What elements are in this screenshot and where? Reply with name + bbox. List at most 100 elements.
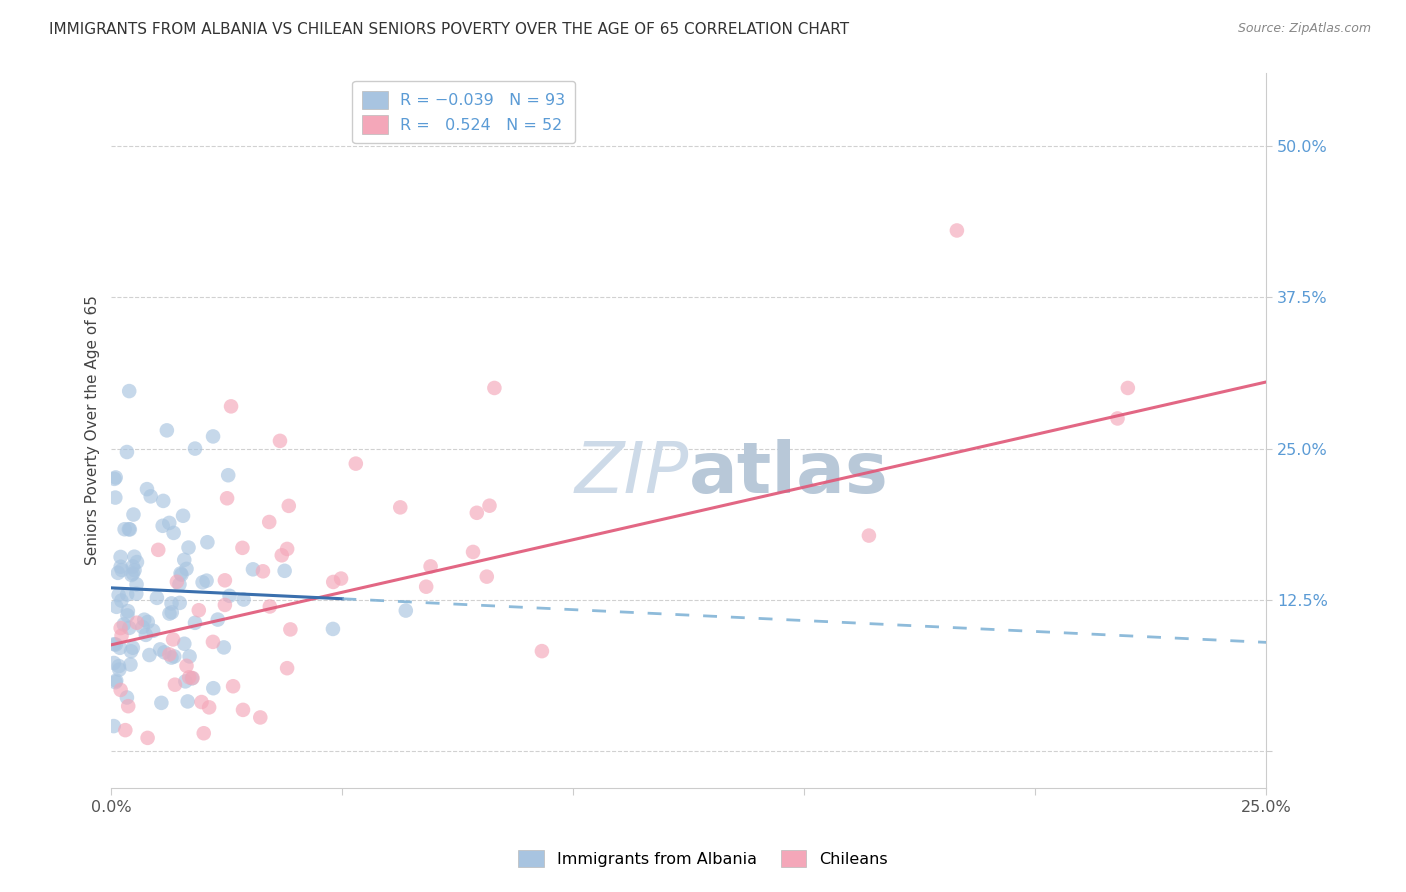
Point (530, 644, 553, 658)
Point (121, 559, 143, 574)
Point (195, 574, 218, 588)
Point (120, 644, 142, 658)
Point (121, 640, 143, 655)
Point (103, 719, 125, 733)
Point (475, 569, 498, 583)
Point (207, 613, 229, 627)
Point (277, 499, 299, 513)
Point (1107, 411, 1129, 425)
Point (122, 508, 145, 522)
Point (193, 726, 215, 740)
Point (115, 587, 138, 601)
Point (179, 649, 201, 664)
Point (105, 599, 128, 614)
Point (214, 574, 236, 588)
Point (170, 567, 193, 582)
Point (136, 731, 159, 745)
Point (217, 491, 239, 506)
Point (150, 696, 173, 710)
Point (280, 623, 302, 637)
Point (125, 555, 148, 569)
Point (112, 617, 135, 632)
Point (136, 482, 159, 496)
Point (322, 622, 344, 636)
Point (110, 559, 132, 574)
Legend: Immigrants from Albania, Chileans: Immigrants from Albania, Chileans (512, 844, 894, 873)
Point (160, 596, 183, 610)
Text: Source: ZipAtlas.com: Source: ZipAtlas.com (1237, 22, 1371, 36)
Point (115, 445, 138, 459)
Point (232, 703, 254, 717)
Point (946, 223, 969, 237)
Point (330, 572, 353, 586)
Point (153, 645, 176, 659)
Point (139, 489, 162, 503)
Point (212, 640, 235, 655)
Point (160, 605, 183, 619)
Point (179, 670, 201, 684)
Point (219, 400, 242, 414)
Point (110, 629, 132, 643)
Point (344, 457, 367, 471)
Point (190, 695, 212, 709)
Point (103, 656, 125, 670)
Point (461, 545, 484, 559)
Point (104, 470, 127, 484)
Point (115, 690, 138, 705)
Point (160, 650, 183, 665)
Point (134, 613, 156, 627)
Point (222, 679, 245, 693)
Point (157, 648, 180, 662)
Y-axis label: Seniors Poverty Over the Age of 65: Seniors Poverty Over the Age of 65 (86, 295, 100, 566)
Point (162, 525, 184, 540)
Point (136, 615, 159, 629)
Point (103, 637, 125, 651)
Point (231, 541, 253, 555)
Point (117, 608, 139, 623)
Point (105, 673, 128, 688)
Point (111, 563, 134, 577)
Point (191, 575, 214, 590)
Point (138, 648, 160, 662)
Point (118, 621, 141, 635)
Point (146, 591, 169, 605)
Point (104, 491, 127, 505)
Point (173, 553, 195, 567)
Text: ZIP: ZIP (575, 439, 689, 508)
Point (415, 580, 437, 594)
Point (202, 429, 225, 443)
Point (114, 522, 136, 536)
Point (181, 671, 204, 685)
Point (177, 541, 200, 555)
Point (270, 549, 292, 563)
Point (169, 566, 191, 581)
Point (214, 598, 236, 612)
Point (148, 542, 170, 557)
Point (108, 659, 131, 673)
Point (135, 628, 157, 642)
Point (174, 674, 197, 689)
Point (108, 640, 131, 655)
Point (484, 381, 506, 395)
Point (107, 566, 129, 580)
Point (322, 574, 344, 589)
Point (152, 494, 174, 508)
Point (1116, 381, 1139, 395)
Point (114, 723, 136, 738)
Point (169, 577, 191, 591)
Point (202, 681, 225, 696)
Point (269, 434, 291, 448)
Point (108, 663, 131, 677)
Text: IMMIGRANTS FROM ALBANIA VS CHILEAN SENIORS POVERTY OVER THE AGE OF 65 CORRELATIO: IMMIGRANTS FROM ALBANIA VS CHILEAN SENIO… (49, 22, 849, 37)
Point (419, 559, 441, 574)
Point (218, 589, 240, 603)
Point (118, 384, 141, 398)
Point (142, 624, 165, 638)
Point (242, 562, 264, 576)
Point (478, 499, 501, 513)
Point (169, 596, 191, 610)
Point (252, 564, 274, 578)
Point (163, 649, 186, 664)
Point (187, 603, 209, 617)
Point (232, 592, 254, 607)
